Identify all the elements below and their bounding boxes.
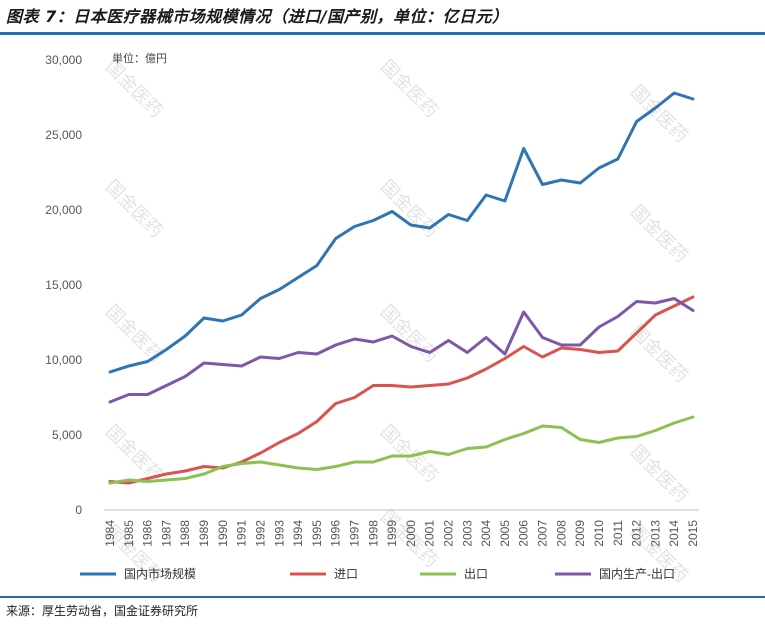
series-line	[108, 297, 695, 404]
x-tick-label: 1985	[122, 520, 136, 547]
y-tick-label: 5,000	[52, 428, 82, 442]
source-note: 来源：厚生劳动省，国金证券研究所	[6, 604, 199, 618]
x-tick-label: 1994	[291, 520, 305, 547]
x-tick-label: 1990	[216, 520, 230, 547]
x-tick-label: 2004	[479, 520, 493, 547]
x-tick-label: 1988	[178, 520, 192, 547]
x-tick-label: 1984	[103, 520, 117, 547]
watermark-text: 国金医药	[627, 321, 692, 386]
watermark-text: 国金医药	[627, 201, 692, 266]
x-tick-label: 2005	[498, 520, 512, 547]
x-tick-label: 2001	[423, 520, 437, 547]
y-tick-label: 10,000	[45, 353, 82, 367]
watermark-text: 国金医药	[377, 56, 442, 121]
x-tick-label: 2009	[573, 520, 587, 547]
x-tick-label: 2015	[686, 520, 700, 547]
x-tick-label: 1999	[385, 520, 399, 547]
x-tick-label: 1998	[366, 520, 380, 547]
x-tick-label: 2000	[404, 520, 418, 547]
y-tick-label: 25,000	[45, 128, 82, 142]
series-line	[108, 415, 695, 485]
y-tick-label: 30,000	[45, 53, 82, 67]
watermark-text: 国金医药	[377, 176, 442, 241]
x-tick-label: 1996	[329, 520, 343, 547]
x-tick-label: 2014	[667, 520, 681, 547]
x-tick-label: 1993	[272, 520, 286, 547]
chart-container: 国金医药 国金医药 国金医药 国金医药 国金医药 国金医药 国金医药 国金医药 国金医药 国金医药…	[0, 38, 765, 596]
x-tick-label: 2006	[517, 520, 531, 547]
series-line	[108, 295, 695, 485]
legend-label: 国内市场规模	[124, 566, 196, 581]
figure-title-bar: 图表 7：日本医疗器械市场规模情况（进口/国产别，单位：亿日元）	[0, 0, 765, 30]
x-tick-label: 1997	[347, 520, 361, 547]
unit-label: 単位：億円	[112, 51, 167, 65]
x-tick-label: 1992	[253, 520, 267, 547]
y-tick-label: 15,000	[45, 278, 82, 292]
source-rule	[0, 596, 765, 598]
x-tick-label: 2010	[592, 520, 606, 547]
x-tick-label: 2007	[536, 520, 550, 547]
x-tick-label: 2011	[611, 520, 625, 546]
x-tick-label: 1991	[235, 520, 249, 547]
y-tick-label: 20,000	[45, 203, 82, 217]
figure-title: 图表 7：日本医疗器械市场规模情况（进口/国产别，单位：亿日元）	[6, 7, 509, 26]
watermark-text: 国金医药	[377, 301, 442, 366]
legend-label: 出口	[464, 567, 488, 581]
watermark-text: 国金医药	[102, 56, 167, 121]
watermark-text: 国金医药	[627, 441, 692, 506]
x-tick-label: 2013	[648, 520, 662, 547]
legend-label: 进口	[334, 567, 358, 581]
x-tick-label: 1995	[310, 520, 324, 547]
title-rule	[0, 32, 765, 35]
x-tick-label: 2008	[554, 520, 568, 547]
x-tick-label: 2002	[442, 520, 456, 547]
watermark-text: 国金医药	[102, 176, 167, 241]
x-tick-label: 2012	[630, 520, 644, 547]
x-tick-label: 1987	[159, 520, 173, 547]
x-tick-label: 1986	[141, 520, 155, 547]
watermark-text: 国金医药	[627, 81, 692, 146]
x-tick-label: 2003	[460, 520, 474, 547]
watermark-text: 国金医药	[377, 421, 442, 486]
legend-label: 国内生产-出口	[599, 567, 675, 581]
y-tick-label: 0	[75, 503, 82, 517]
series-line	[108, 91, 695, 374]
x-tick-label: 1989	[197, 520, 211, 547]
